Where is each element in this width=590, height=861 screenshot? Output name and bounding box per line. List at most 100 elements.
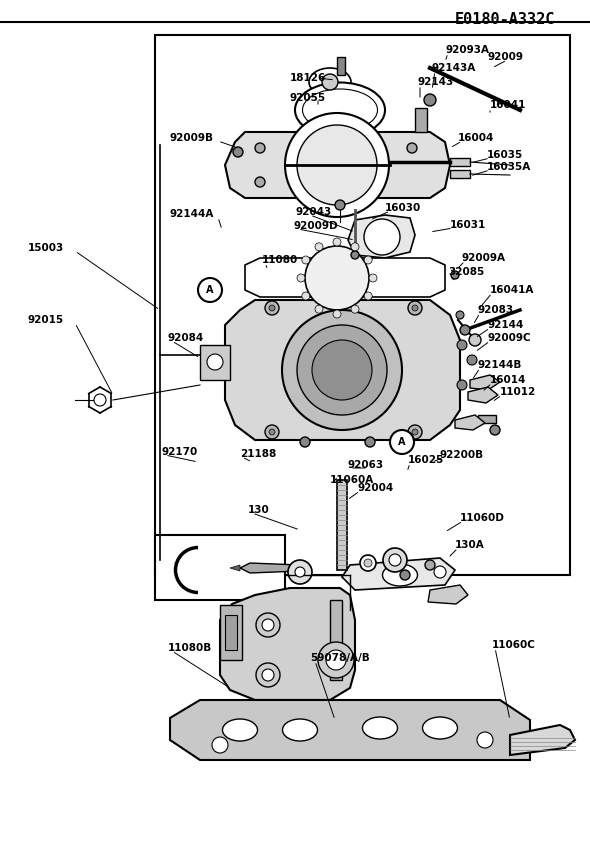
Polygon shape [348,215,415,258]
Circle shape [256,663,280,687]
Text: 130: 130 [248,505,270,515]
Text: 16041A: 16041A [490,285,535,295]
Text: 11012: 11012 [500,387,536,397]
Circle shape [351,305,359,313]
Bar [337,57,345,75]
Text: 92143: 92143 [418,77,454,87]
Text: 92043: 92043 [295,207,331,217]
Text: 11080: 11080 [262,255,299,265]
Ellipse shape [222,719,257,741]
Circle shape [364,292,372,300]
Text: 11060A: 11060A [330,475,374,485]
Ellipse shape [303,89,378,131]
Text: 16035A: 16035A [487,162,531,172]
Circle shape [424,94,436,106]
Circle shape [460,325,470,335]
Circle shape [369,274,377,282]
Text: 18126: 18126 [290,73,326,83]
Circle shape [383,548,407,572]
Text: 92015: 92015 [28,315,64,325]
Bar [155,535,285,600]
Text: 92004: 92004 [358,483,394,493]
Circle shape [408,425,422,439]
Circle shape [457,380,467,390]
Circle shape [265,425,279,439]
Ellipse shape [309,68,351,96]
Circle shape [302,292,310,300]
Circle shape [297,125,377,205]
Circle shape [326,650,346,670]
Circle shape [400,570,410,580]
Circle shape [333,310,341,318]
Text: 92009A: 92009A [462,253,506,263]
Polygon shape [220,588,355,700]
Text: 92009B: 92009B [170,133,214,143]
Circle shape [434,566,446,578]
Text: 92144: 92144 [487,320,523,330]
Circle shape [262,619,274,631]
Text: 92009: 92009 [488,52,524,62]
Text: 92083: 92083 [478,305,514,315]
Text: A: A [206,285,214,295]
Polygon shape [428,585,468,604]
Circle shape [351,251,359,259]
Text: A: A [398,437,406,447]
Circle shape [390,430,414,454]
Circle shape [477,732,493,748]
Bar [155,35,570,575]
Text: 11080B: 11080B [168,643,212,653]
Circle shape [233,147,243,157]
Circle shape [285,113,389,217]
Circle shape [94,394,106,406]
Text: 92055: 92055 [290,93,326,103]
Circle shape [212,737,228,753]
Polygon shape [225,132,450,198]
Circle shape [315,305,323,313]
Text: 92200B: 92200B [440,450,484,460]
Polygon shape [230,565,240,571]
Circle shape [412,305,418,311]
Circle shape [389,554,401,566]
Ellipse shape [422,717,457,739]
Circle shape [305,246,369,310]
Text: 16035: 16035 [487,150,523,160]
Circle shape [490,425,500,435]
Text: 16025: 16025 [408,455,444,465]
Ellipse shape [362,717,398,739]
Circle shape [269,429,275,435]
Ellipse shape [283,719,317,741]
Text: E0180-A332C: E0180-A332C [455,12,555,27]
Circle shape [408,301,422,315]
Bar [225,615,237,650]
Circle shape [265,301,279,315]
Text: 92084: 92084 [168,333,204,343]
Text: eReplacementParts.com: eReplacementParts.com [267,375,394,385]
Circle shape [451,271,459,279]
Circle shape [469,334,481,346]
Text: 92009C: 92009C [487,333,530,343]
Text: 92170: 92170 [162,447,198,457]
Text: 92009D: 92009D [294,221,339,231]
Text: 92093A: 92093A [445,45,489,55]
Circle shape [412,429,418,435]
Circle shape [288,560,312,584]
Text: 16004: 16004 [458,133,494,143]
Circle shape [365,437,375,447]
Circle shape [300,437,310,447]
Bar [200,345,230,380]
Text: 11060D: 11060D [460,513,505,523]
Circle shape [255,177,265,187]
Circle shape [269,305,275,311]
Circle shape [360,555,376,571]
Circle shape [315,243,323,251]
Bar [337,480,347,570]
Text: 92144B: 92144B [478,360,522,370]
Circle shape [333,238,341,246]
Circle shape [282,310,402,430]
Text: 92063: 92063 [348,460,384,470]
Circle shape [256,613,280,637]
Circle shape [297,274,305,282]
Circle shape [262,669,274,681]
Text: 16031: 16031 [450,220,486,230]
Polygon shape [510,725,575,755]
